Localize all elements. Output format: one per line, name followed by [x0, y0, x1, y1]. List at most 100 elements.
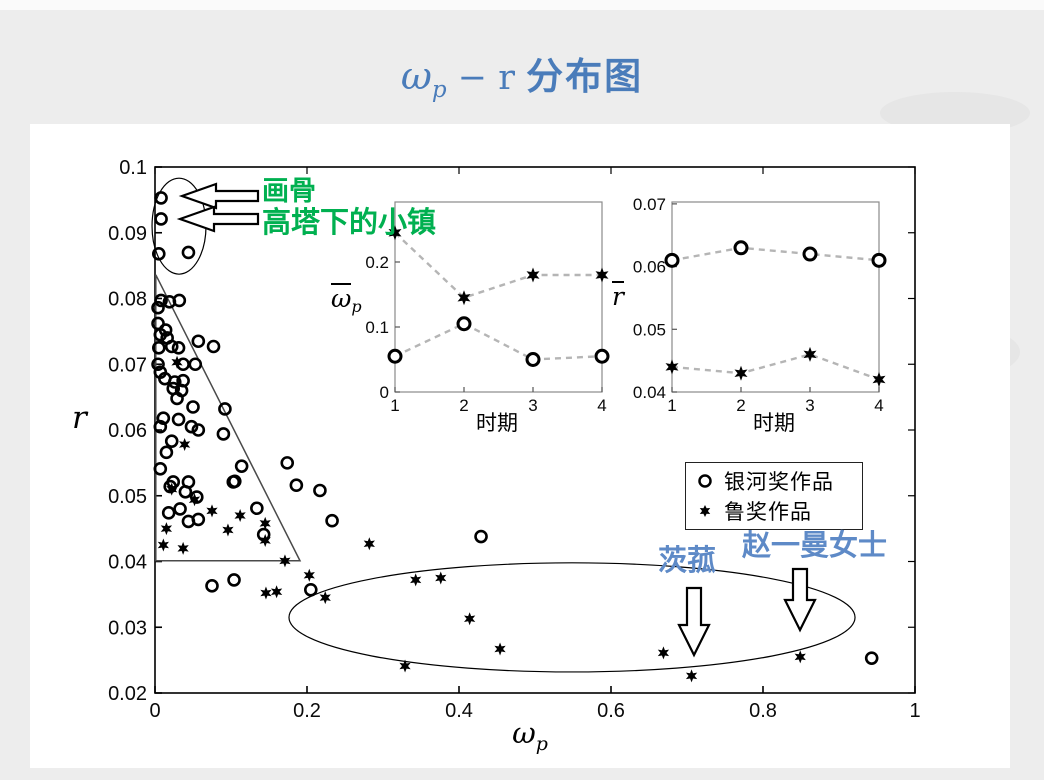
inset-line	[671, 246, 880, 262]
point-circle	[164, 434, 179, 448]
inset-point-circle	[664, 252, 680, 268]
point-star	[177, 541, 189, 555]
point-circle	[151, 300, 165, 315]
y-tick-label: 0.04	[108, 552, 147, 574]
inset-point-circle	[525, 351, 541, 367]
point-circle	[864, 651, 879, 665]
inset-point-star	[457, 290, 471, 306]
point-circle	[181, 245, 196, 260]
point-circle	[161, 506, 176, 520]
point-circle	[227, 573, 241, 587]
point-star	[794, 650, 806, 664]
point-circle	[226, 475, 241, 489]
point-circle	[250, 501, 264, 516]
x-tick-label: 0.4	[445, 700, 473, 722]
y-tick-label: 0.09	[108, 223, 147, 245]
point-circle	[325, 513, 339, 528]
legend-label-lu: 鲁奖作品	[724, 500, 812, 524]
point-circle	[171, 412, 186, 427]
inset-point-star	[803, 346, 817, 362]
point-circle	[170, 391, 184, 406]
point-star	[157, 538, 169, 552]
inset-r-y-label: r	[612, 281, 624, 311]
highlight-ellipse	[288, 562, 856, 673]
point-circle	[191, 423, 206, 437]
inset-x-tick-label: 4	[874, 396, 883, 415]
star-marker-icon	[686, 499, 724, 523]
annotation-arrow-down	[783, 567, 817, 633]
point-star	[685, 669, 698, 683]
point-circle	[178, 485, 193, 499]
inset-point-star	[388, 225, 402, 241]
inset-r-x-label: 时期	[753, 411, 795, 435]
point-star	[303, 568, 315, 582]
point-star	[160, 522, 173, 536]
point-circle	[181, 514, 196, 529]
inset-x-tick-label: 1	[667, 396, 676, 415]
point-circle	[167, 375, 182, 389]
inset-point-star	[526, 267, 540, 283]
point-circle	[151, 357, 165, 372]
inset-point-circle	[594, 348, 610, 364]
point-circle	[313, 483, 327, 498]
point-circle	[171, 341, 186, 355]
point-star	[234, 508, 246, 522]
point-circle	[153, 327, 168, 342]
inset-x-tick-label: 1	[390, 396, 399, 415]
point-circle	[188, 357, 203, 372]
x-tick-label: 0.2	[293, 700, 321, 722]
point-star	[279, 554, 291, 568]
point-circle	[152, 246, 166, 261]
point-circle	[474, 529, 488, 544]
point-star	[494, 642, 506, 656]
inset-point-circle	[387, 348, 403, 364]
inset-point-circle	[802, 246, 818, 262]
y-tick-label: 0.08	[108, 289, 147, 311]
inset-y-tick-label: 0.1	[365, 318, 389, 337]
point-star	[399, 659, 411, 673]
annotation-arrow-left	[178, 182, 260, 210]
point-star	[171, 355, 183, 369]
point-circle	[154, 293, 168, 308]
inset-point-star	[595, 267, 609, 283]
legend-label-galaxy: 银河奖作品	[724, 470, 834, 494]
y-tick-label: 0.07	[108, 354, 147, 376]
y-tick-label: 0.02	[108, 683, 147, 705]
circle-marker-icon	[686, 469, 724, 493]
point-star	[464, 612, 476, 626]
inset-x-tick-label: 3	[805, 396, 814, 415]
inset-point-star	[872, 371, 886, 387]
y-tick-label: 0.06	[108, 420, 147, 442]
inset-x-tick-label: 2	[459, 396, 468, 415]
point-star	[206, 504, 218, 518]
inset_omega_p-box	[394, 201, 603, 393]
point-circle	[206, 339, 221, 354]
inset-point-circle	[456, 316, 472, 332]
title-chinese: 分布图	[526, 56, 644, 97]
inset-y-tick-label: 0	[380, 383, 389, 402]
point-star	[435, 571, 447, 585]
inset-y-tick-label: 0.04	[633, 383, 666, 402]
point-star	[319, 591, 331, 605]
annotation-huagu: 画骨	[262, 176, 316, 206]
inset-point-star	[734, 365, 748, 381]
x-tick-label: 0	[149, 700, 160, 722]
point-circle	[303, 582, 318, 597]
point-star	[270, 585, 283, 599]
point-star	[259, 516, 271, 530]
y-tick-label: 0.05	[108, 486, 147, 508]
point-circle	[186, 400, 200, 414]
point-circle	[280, 456, 295, 470]
annotation-gaota-xiaozhen: 高塔下的小镇	[262, 207, 437, 239]
y-tick-label: 0.03	[108, 617, 147, 639]
inset-x-tick-label: 4	[597, 396, 606, 415]
title-formula-rest: − r	[457, 58, 515, 98]
point-circle	[164, 339, 179, 354]
legend: 银河奖作品 鲁奖作品	[685, 462, 863, 530]
annotation-cigu: 茨菰	[658, 545, 717, 577]
point-star	[260, 586, 272, 600]
legend-row-lu: 鲁奖作品	[686, 496, 862, 526]
legend-row-galaxy: 银河奖作品	[686, 466, 862, 496]
point-star	[363, 537, 375, 551]
point-circle	[191, 334, 206, 349]
